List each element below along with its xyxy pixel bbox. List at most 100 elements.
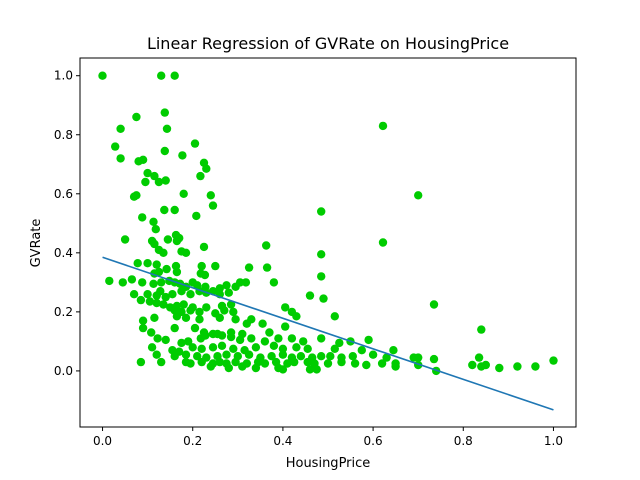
data-point-163 bbox=[147, 343, 157, 352]
data-point-28 bbox=[160, 205, 169, 215]
data-point-122 bbox=[330, 312, 339, 321]
data-point-239 bbox=[251, 363, 261, 373]
data-point-57 bbox=[162, 264, 171, 274]
data-point-49 bbox=[317, 207, 326, 216]
data-point-21 bbox=[196, 171, 205, 181]
data-point-110 bbox=[226, 300, 236, 309]
data-point-159 bbox=[317, 334, 326, 343]
data-point-179 bbox=[389, 346, 398, 355]
data-point-13 bbox=[134, 157, 143, 166]
data-point-27 bbox=[208, 201, 218, 210]
data-point-65 bbox=[200, 270, 210, 280]
data-point-223 bbox=[323, 359, 333, 368]
data-point-32 bbox=[138, 213, 147, 222]
x-tick-label-4: 0.8 bbox=[454, 434, 473, 448]
data-point-11 bbox=[160, 146, 169, 156]
data-point-7 bbox=[132, 112, 141, 122]
data-point-70 bbox=[149, 279, 158, 288]
regression-layer bbox=[102, 256, 554, 411]
data-point-8 bbox=[111, 142, 120, 151]
data-point-206 bbox=[136, 357, 146, 367]
data-point-157 bbox=[287, 334, 297, 343]
data-point-160 bbox=[335, 338, 344, 348]
y-tick-label-3: 0.6 bbox=[54, 187, 73, 201]
x-tick-label-1: 0.2 bbox=[183, 434, 202, 448]
data-point-200 bbox=[382, 353, 391, 362]
data-point-123 bbox=[138, 316, 148, 325]
data-point-60 bbox=[197, 261, 206, 271]
data-point-190 bbox=[267, 352, 276, 361]
data-point-217 bbox=[260, 359, 270, 368]
chart-title: Linear Regression of GVRate on HousingPr… bbox=[147, 34, 509, 53]
data-point-52 bbox=[133, 259, 142, 268]
data-point-34 bbox=[151, 225, 160, 234]
data-point-150 bbox=[208, 329, 218, 339]
data-point-22 bbox=[178, 151, 187, 160]
data-point-120 bbox=[292, 312, 301, 321]
data-point-193 bbox=[296, 352, 306, 361]
data-point-18 bbox=[143, 168, 152, 178]
data-point-100 bbox=[136, 295, 146, 305]
data-point-66 bbox=[105, 276, 114, 286]
data-point-191 bbox=[278, 350, 288, 359]
data-point-224 bbox=[337, 357, 346, 367]
data-point-117 bbox=[229, 307, 238, 317]
data-point-113 bbox=[186, 306, 195, 315]
data-point-212 bbox=[215, 357, 224, 367]
x-tick-label-3: 0.6 bbox=[364, 434, 383, 448]
data-point-146 bbox=[177, 338, 186, 348]
data-point-6 bbox=[116, 124, 125, 133]
data-point-134 bbox=[147, 328, 156, 337]
data-point-39 bbox=[120, 235, 130, 244]
data-point-242 bbox=[305, 365, 315, 374]
data-point-169 bbox=[217, 341, 227, 350]
data-point-214 bbox=[231, 357, 240, 367]
data-point-30 bbox=[179, 189, 188, 198]
data-point-80 bbox=[222, 281, 231, 290]
data-point-225 bbox=[350, 359, 360, 368]
data-point-167 bbox=[197, 344, 206, 353]
data-point-143 bbox=[477, 325, 486, 334]
data-point-94 bbox=[186, 290, 195, 299]
data-point-220 bbox=[290, 357, 299, 367]
data-point-47 bbox=[262, 241, 271, 250]
data-point-15 bbox=[154, 177, 164, 187]
data-point-71 bbox=[157, 278, 166, 287]
data-point-168 bbox=[208, 343, 218, 352]
data-point-230 bbox=[468, 360, 477, 370]
y-tick-label-4: 0.8 bbox=[54, 128, 73, 142]
data-point-181 bbox=[170, 352, 179, 361]
data-point-54 bbox=[152, 260, 161, 269]
data-point-207 bbox=[157, 357, 166, 367]
data-point-203 bbox=[429, 354, 439, 364]
data-point-195 bbox=[317, 352, 326, 361]
data-point-154 bbox=[247, 334, 256, 343]
data-point-20 bbox=[202, 164, 211, 173]
data-point-124 bbox=[150, 313, 159, 322]
data-point-178 bbox=[357, 346, 366, 355]
data-point-9 bbox=[116, 154, 125, 163]
data-point-116 bbox=[220, 306, 229, 315]
data-point-2 bbox=[170, 71, 179, 80]
y-tick-label-2: 0.4 bbox=[54, 246, 73, 260]
data-point-177 bbox=[330, 344, 339, 353]
data-point-127 bbox=[195, 315, 204, 324]
data-point-135 bbox=[170, 323, 179, 333]
data-point-176 bbox=[303, 344, 312, 353]
data-point-24 bbox=[132, 191, 141, 200]
data-point-48 bbox=[378, 238, 388, 247]
data-point-4 bbox=[160, 108, 169, 117]
data-point-102 bbox=[152, 298, 161, 308]
data-point-204 bbox=[474, 353, 484, 362]
data-point-173 bbox=[269, 341, 279, 350]
data-point-90 bbox=[156, 287, 165, 296]
data-point-172 bbox=[251, 343, 261, 352]
data-point-128 bbox=[215, 313, 224, 322]
x-axis: 0.0 0.2 0.4 0.6 0.8 1.0 bbox=[93, 427, 563, 448]
data-point-182 bbox=[181, 350, 191, 359]
data-point-199 bbox=[368, 350, 378, 359]
data-point-85 bbox=[305, 291, 315, 300]
data-point-99 bbox=[224, 288, 233, 297]
x-axis-label: HousingPrice bbox=[286, 456, 371, 471]
